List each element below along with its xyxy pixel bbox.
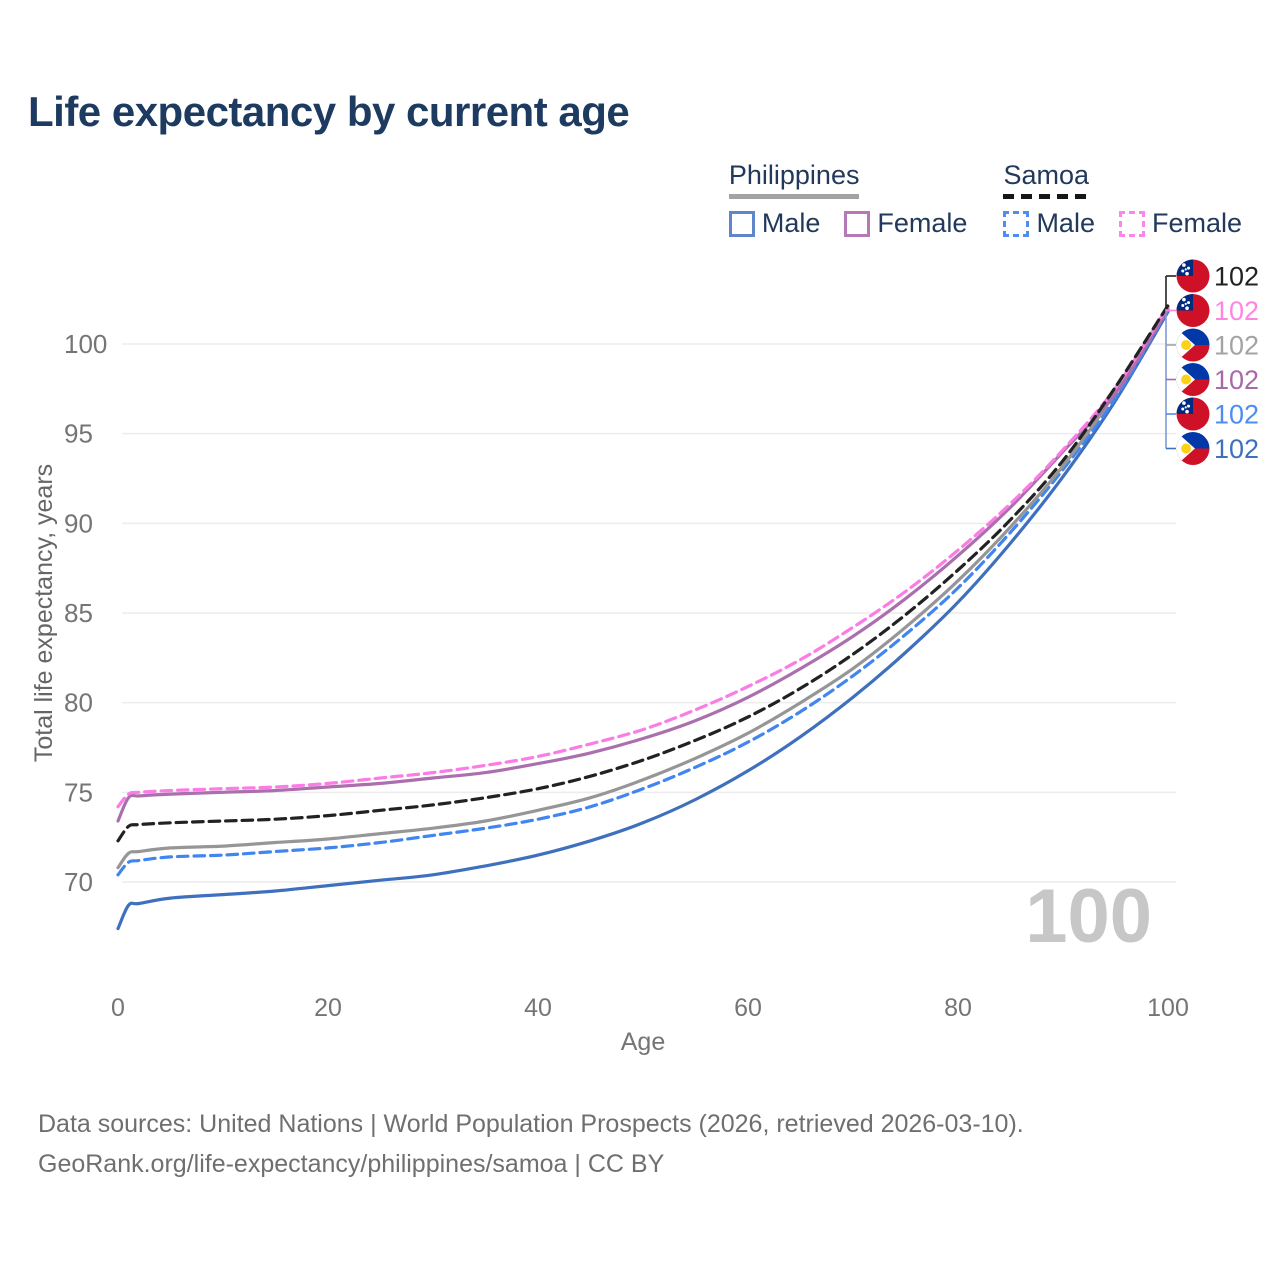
- line-samoa-all[interactable]: [116, 303, 1170, 843]
- legend-item-philippines-female[interactable]: Female: [844, 208, 967, 239]
- end-label-samoa-all: 102: [1214, 262, 1259, 292]
- philippines-flag-icon: [1176, 432, 1210, 465]
- legend-group-philippines: Philippines Male Female: [728, 160, 967, 239]
- x-tick-label: 100: [1147, 994, 1189, 1022]
- samoa-flag-icon: [1176, 397, 1210, 431]
- x-tick-label: 0: [111, 994, 125, 1022]
- end-label-samoa-male: 102: [1214, 400, 1259, 430]
- legend-item-samoa-male[interactable]: Male: [1003, 208, 1095, 239]
- x-tick-label: 40: [524, 994, 552, 1022]
- legend-label-male: Male: [1036, 208, 1095, 238]
- samoa-flag-icon: [1176, 294, 1210, 327]
- data-sources-text: Data sources: United Nations | World Pop…: [38, 1110, 1024, 1138]
- end-label-samoa-female: 102: [1214, 296, 1259, 326]
- x-tick-label: 80: [944, 994, 972, 1022]
- legend-label-female: Female: [877, 208, 968, 238]
- chart-legend: Philippines Male Female Samoa: [728, 160, 1242, 239]
- y-axis-title: Total life expectancy, years: [30, 464, 58, 762]
- attribution-text: GeoRank.org/life-expectancy/philippines/…: [38, 1150, 665, 1178]
- line-philippines-all[interactable]: [116, 306, 1170, 870]
- y-tick-label: 85: [64, 598, 93, 628]
- x-tick-label: 20: [314, 994, 342, 1022]
- samoa-male-swatch: [1003, 210, 1030, 237]
- chart-title: Life expectancy by current age: [28, 88, 630, 135]
- x-axis-title: Age: [621, 1028, 665, 1056]
- philippines-female-swatch: [844, 210, 871, 237]
- y-tick-label: 95: [64, 419, 93, 449]
- y-tick-label: 90: [64, 508, 93, 538]
- philippines-solid-line-swatch: [728, 194, 860, 199]
- line-philippines-female[interactable]: [116, 307, 1170, 823]
- legend-country-philippines[interactable]: Philippines: [728, 160, 860, 190]
- line-philippines-male[interactable]: [116, 310, 1170, 931]
- legend-label-male: Male: [761, 208, 821, 238]
- y-tick-label: 70: [64, 867, 93, 897]
- legend-label-female: Female: [1151, 208, 1242, 238]
- legend-group-samoa: Samoa Male Female: [1003, 160, 1242, 239]
- end-label-philippines-female: 102: [1214, 365, 1259, 395]
- legend-country-samoa[interactable]: Samoa: [1003, 160, 1089, 190]
- philippines-male-swatch: [728, 210, 755, 237]
- line-samoa-female[interactable]: [116, 304, 1170, 809]
- philippines-flag-icon: [1176, 328, 1210, 362]
- chart-footer: Data sources: United Nations | World Pop…: [38, 1104, 1024, 1184]
- y-tick-label: 80: [64, 688, 93, 718]
- hover-age-watermark: 100: [1025, 874, 1152, 959]
- x-tick-label: 60: [734, 994, 762, 1022]
- end-label-philippines-all: 102: [1214, 331, 1259, 361]
- line-samoa-male[interactable]: [116, 308, 1170, 877]
- samoa-flag-icon: [1176, 259, 1210, 293]
- y-tick-label: 75: [64, 777, 93, 807]
- philippines-flag-icon: [1176, 363, 1210, 396]
- legend-item-samoa-female[interactable]: Female: [1118, 208, 1242, 239]
- y-tick-label: 100: [64, 329, 107, 359]
- samoa-dashed-line-swatch: [1003, 194, 1089, 199]
- end-label-philippines-male: 102: [1214, 434, 1259, 464]
- legend-item-philippines-male[interactable]: Male: [728, 208, 821, 239]
- samoa-female-swatch: [1118, 210, 1145, 237]
